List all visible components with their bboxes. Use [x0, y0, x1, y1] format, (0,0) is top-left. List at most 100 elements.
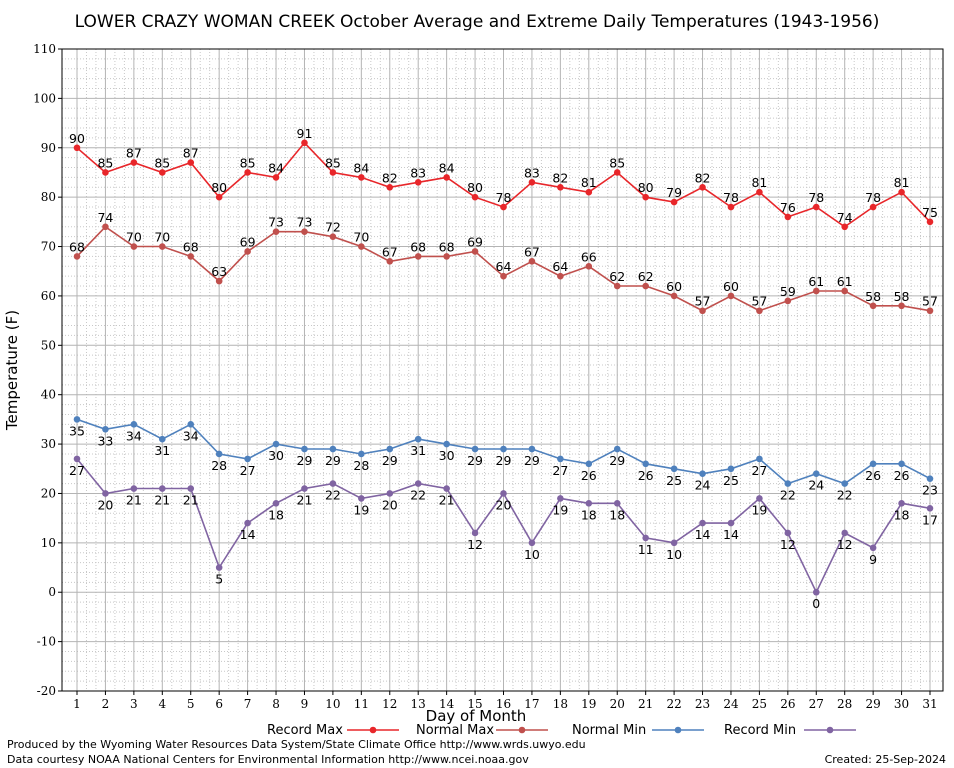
data-label-normal-min: 27	[240, 463, 256, 478]
data-point-record-max	[727, 203, 735, 211]
data-label-normal-min: 22	[837, 488, 853, 503]
x-tick-label: 16	[496, 697, 511, 711]
data-point-record-min	[272, 500, 280, 507]
data-point-record-max	[670, 198, 678, 206]
data-point-normal-max	[272, 228, 280, 236]
data-point-normal-min	[528, 445, 536, 453]
data-label-normal-min: 26	[638, 468, 654, 483]
data-label-normal-max: 60	[723, 279, 739, 294]
data-label-normal-min: 28	[353, 458, 369, 473]
data-point-normal-min	[358, 450, 365, 458]
data-point-record-max	[699, 183, 706, 191]
data-point-record-min	[869, 544, 877, 552]
data-point-record-min	[500, 490, 507, 497]
data-point-record-max	[386, 183, 394, 191]
data-point-normal-min	[642, 460, 649, 468]
data-label-normal-min: 29	[325, 453, 341, 468]
data-label-normal-max: 62	[638, 269, 654, 284]
data-point-record-max	[926, 218, 934, 226]
data-label-normal-min: 34	[183, 428, 199, 443]
data-point-record-min	[642, 534, 649, 542]
y-tick-label: 50	[41, 338, 56, 352]
data-point-normal-max	[557, 272, 564, 280]
data-label-record-min: 17	[922, 512, 938, 527]
data-point-record-max	[613, 169, 621, 176]
data-point-record-max	[642, 193, 649, 201]
data-point-normal-max	[159, 243, 166, 250]
data-label-record-min: 21	[439, 493, 455, 508]
data-label-record-max: 81	[894, 175, 910, 190]
data-point-record-max	[102, 169, 109, 176]
data-point-normal-max	[329, 233, 337, 240]
data-point-normal-min	[102, 425, 109, 433]
data-label-normal-min: 35	[69, 423, 85, 438]
x-tick-label: 27	[809, 697, 824, 711]
data-point-normal-max	[73, 253, 81, 260]
data-label-normal-min: 27	[552, 463, 568, 478]
data-point-record-min	[358, 495, 365, 502]
series-normal-max: 68 74 70 70 68 63 69 73 73 72 70 67 68 68 69 64 67 64 66 62…	[69, 210, 938, 315]
data-label-record-max: 74	[837, 210, 853, 225]
data-label-normal-max: 68	[69, 239, 85, 254]
data-label-normal-min: 29	[297, 453, 313, 468]
y-tick-label: 60	[41, 289, 56, 303]
data-label-record-max: 91	[297, 126, 313, 141]
data-point-record-min	[926, 504, 934, 512]
data-point-normal-min	[386, 445, 394, 453]
x-axis-ticks: 1 2 3 4 5 6 7 8 9 10 11 12 13 14 15 16 17 18 19 20 21 22 23 24 2…	[73, 691, 938, 711]
x-tick-label: 14	[439, 697, 455, 711]
data-label-normal-min: 24	[695, 478, 711, 493]
data-point-normal-max	[585, 262, 593, 270]
data-label-record-min: 19	[552, 502, 568, 517]
legend: Record Max Normal Max Normal Min Record Min	[267, 723, 856, 738]
data-point-record-max	[329, 169, 337, 176]
data-label-record-min: 12	[780, 537, 796, 552]
series-record-max: 90 85 87 85 87 80 85 84 91 85 84 82 83 84 80 78 83 82 81 85…	[69, 126, 938, 231]
data-label-record-min: 14	[695, 527, 711, 542]
series-record-min: 27 20 21 21 21 5 14 18 21 22 19 20 22 21 12 20 10 19 18 18 1…	[69, 455, 938, 611]
data-point-normal-max	[670, 292, 678, 300]
data-label-normal-min: 29	[609, 453, 625, 468]
x-tick-label: 31	[922, 697, 937, 711]
y-tick-label: 80	[41, 190, 56, 204]
data-point-record-min	[329, 480, 337, 487]
data-point-record-max	[244, 169, 251, 176]
data-point-record-max	[215, 193, 223, 201]
data-label-normal-max: 67	[382, 244, 398, 259]
series-normal-min: 35 33 34 31 34 28 27 30 29 29 28 29 31 30 29 29 29 27 26 29…	[69, 416, 938, 503]
data-point-record-min	[301, 485, 308, 492]
data-label-normal-min: 26	[894, 468, 910, 483]
data-label-normal-max: 70	[154, 230, 170, 245]
data-point-record-max	[756, 188, 763, 196]
data-label-normal-min: 31	[410, 443, 426, 458]
data-point-record-min	[756, 495, 763, 502]
data-label-record-min: 14	[240, 527, 256, 542]
data-label-normal-max: 70	[353, 230, 369, 245]
data-point-normal-min	[329, 445, 337, 453]
data-label-record-max: 90	[69, 131, 85, 146]
data-point-record-min	[784, 529, 792, 537]
data-point-normal-min	[301, 445, 308, 453]
data-label-record-min: 11	[638, 542, 654, 557]
x-tick-label: 11	[354, 697, 369, 711]
y-tick-label: 100	[33, 91, 56, 105]
data-point-record-min	[102, 490, 109, 497]
x-tick-label: 8	[272, 697, 280, 711]
data-point-normal-min	[841, 480, 848, 487]
data-point-normal-max	[898, 302, 905, 310]
data-label-record-min: 9	[869, 552, 877, 567]
legend-label-record-min: Record Min	[724, 723, 796, 738]
data-label-normal-max: 59	[780, 284, 796, 299]
data-point-normal-max	[869, 302, 877, 310]
data-point-record-min	[443, 485, 450, 492]
data-point-normal-min	[699, 470, 706, 478]
data-point-normal-min	[73, 416, 81, 423]
data-label-record-max: 85	[97, 155, 113, 170]
data-point-record-min	[727, 519, 735, 527]
data-label-record-max: 85	[154, 155, 170, 170]
data-point-normal-max	[613, 282, 621, 290]
data-label-normal-max: 73	[297, 215, 313, 230]
x-tick-label: 3	[130, 697, 138, 711]
data-point-record-max	[869, 203, 877, 211]
data-point-normal-max	[215, 277, 223, 285]
